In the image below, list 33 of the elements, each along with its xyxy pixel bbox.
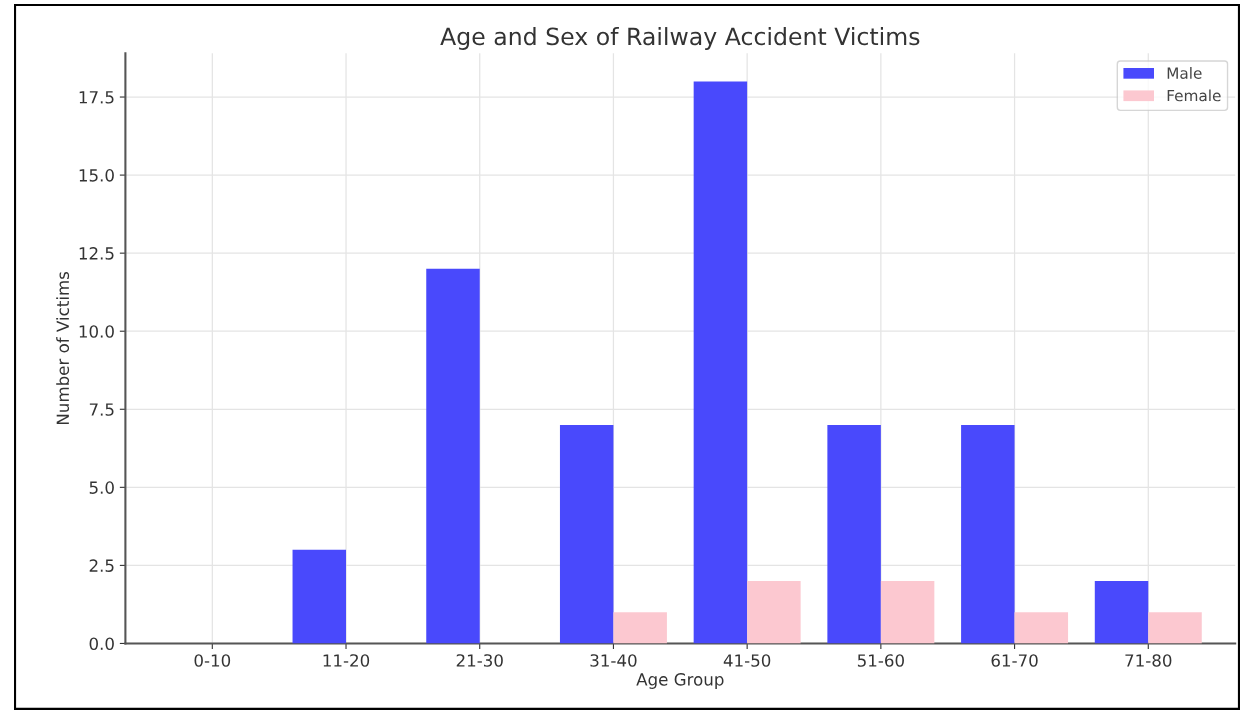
x-tick-label: 21-30 [456, 654, 503, 667]
y-tick-label: 12.5 [79, 247, 114, 260]
bar [613, 612, 667, 644]
chart-title: Age and Sex of Railway Accident Victims [440, 27, 920, 50]
x-tick-label: 61-70 [991, 654, 1038, 667]
x-tick-label: 0-10 [194, 654, 231, 667]
y-tick-label: 10.0 [79, 325, 114, 338]
y-tick-label: 2.5 [89, 559, 114, 572]
bar [747, 581, 801, 644]
bar [426, 268, 480, 644]
x-axis-title: Age Group [636, 673, 724, 689]
x-tick-label: 51-60 [857, 654, 904, 667]
legend-label: Female [1167, 89, 1221, 102]
bar [559, 424, 614, 644]
bar [292, 549, 347, 644]
y-tick-label: 15.0 [79, 169, 114, 182]
y-tick-label: 0.0 [89, 637, 114, 651]
y-tick-label: 7.5 [89, 403, 114, 416]
bar [961, 424, 1015, 644]
bar [827, 424, 881, 644]
bar [693, 81, 748, 644]
bar [1094, 581, 1149, 644]
x-tick-label: 71-80 [1125, 654, 1172, 667]
y-tick-label: 17.5 [79, 91, 114, 104]
bar [1148, 612, 1202, 644]
legend-label: Male [1167, 67, 1202, 79]
y-tick-label: 5.0 [89, 481, 114, 494]
bar [880, 581, 935, 644]
x-tick-label: 41-50 [723, 654, 771, 667]
x-tick-label: 31-40 [590, 654, 637, 667]
bar [1014, 612, 1069, 644]
y-axis-title: Number of Victims [56, 271, 70, 425]
x-tick-label: 11-20 [323, 654, 370, 667]
